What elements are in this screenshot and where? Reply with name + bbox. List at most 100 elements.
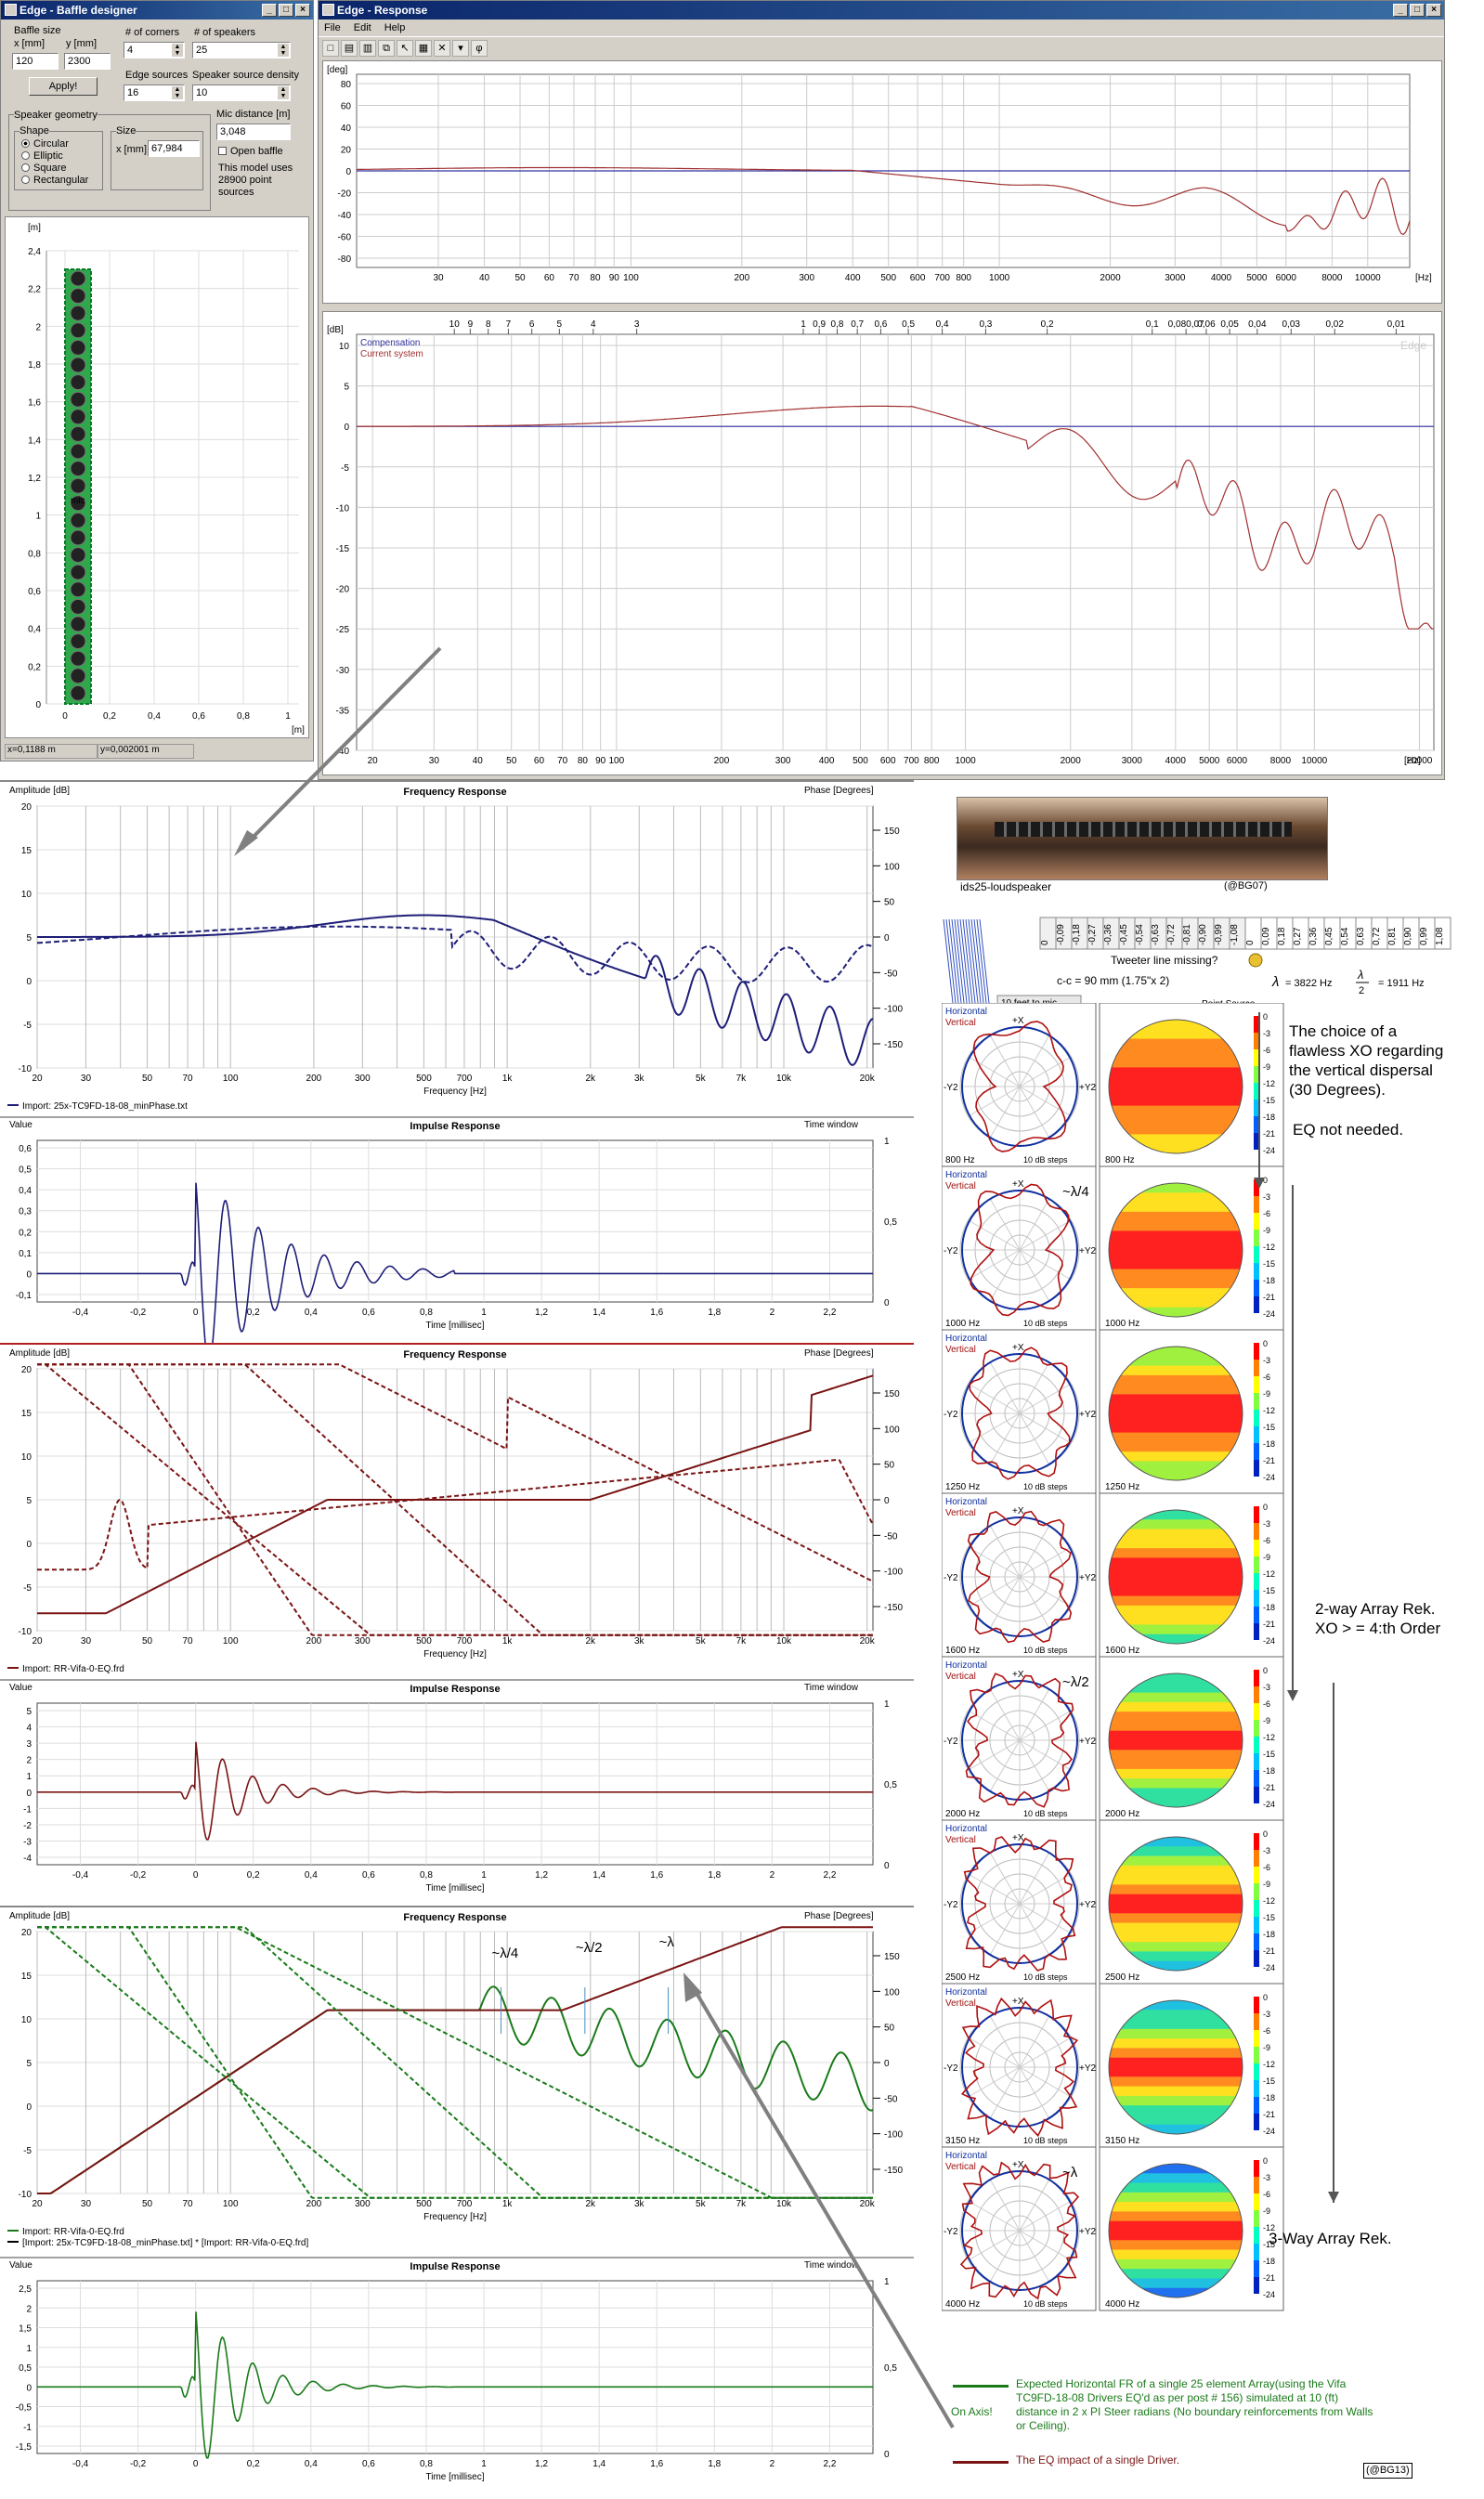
edge-sources-input[interactable]: 16 ▲ ▼ [124,85,185,101]
spinner-icon[interactable]: ▲ ▼ [172,86,183,99]
axis-y-pos-label: +Y2 [1079,1083,1097,1093]
open-baffle-checkbox[interactable]: Open baffle [218,146,283,157]
color-icon[interactable]: ▦ [415,40,432,57]
speakers-input[interactable]: 25 ▲ ▼ [192,42,291,59]
phase-axis-label: Phase [Degrees] [804,1911,874,1921]
step-label: 10 dB steps [1023,1482,1068,1491]
color-scale-segment [1254,1230,1259,1246]
scale-tick-label: -21 [1263,1456,1275,1465]
radio-rectangular[interactable]: Rectangular [21,175,88,186]
dropdown-icon[interactable]: ▾ [452,40,469,57]
arrow-head-icon [1328,2192,1339,2203]
maximize-icon[interactable]: □ [279,4,293,17]
x-tick-label: 600 [910,273,926,283]
spinner-icon[interactable]: ▲ ▼ [278,86,289,99]
scale-tick-label: -15 [1263,1096,1275,1105]
directivity-band [1109,1403,1243,1414]
vertical-polar-curve [963,1836,1076,1972]
fr-chart-title: Frequency Response [403,1912,506,1923]
x-tick-label: 20k [860,1636,876,1646]
mic-distance-input[interactable]: 3,048 [216,124,291,140]
app-icon [322,4,334,16]
table-value: -1,08 [1230,924,1240,945]
map-frequency-label: 1250 Hz [1105,1482,1139,1492]
menu-edit[interactable]: Edit [353,22,371,33]
menu-file[interactable]: File [324,22,341,33]
directivity-band [1109,1297,1243,1308]
y-tick-label: 15 [21,1409,33,1419]
minimize-icon[interactable]: _ [262,4,277,17]
directivity-band [1109,1441,1243,1452]
cursor-icon[interactable]: ↖ [397,40,413,57]
directivity-band [1109,2192,1243,2203]
spinner-icon[interactable]: ▲ ▼ [278,44,289,57]
amp-axis-label: Amplitude [dB] [9,1911,70,1921]
baffle-x-input[interactable]: 120 [12,53,59,70]
directivity-band [1109,1548,1243,1558]
wavelength-tick-label: 0,6 [874,319,887,330]
directivity-band [1109,1269,1243,1280]
x-tick-label: 30 [429,756,440,766]
phase-plot[interactable]: 80 60 40 20 0 -20 -40 -60 -80 30 40 50 60 70 80 90 100 20… [322,60,1442,304]
axis-x-label: +X [1012,1016,1024,1026]
polar-grid-spoke [1019,1249,1072,1281]
y-tick-label: 0,2 [28,662,41,672]
directivity-map [1109,1837,1243,1971]
directivity-band [1109,1712,1243,1722]
save-icon[interactable]: ▥ [359,40,376,57]
axis-x-label: +X [1012,1179,1024,1190]
x-tick-label: 1,4 [592,1870,605,1881]
color-scale-segment [1254,2114,1259,2130]
polar-grid-spoke [989,2179,1021,2232]
directivity-band [1109,1605,1243,1616]
y-tick-label: 2 [35,322,41,332]
directivity-band [1109,1461,1243,1472]
color-scale-segment [1254,1523,1259,1540]
x-tick-label: 0,6 [192,711,205,722]
directivity-map [1109,1347,1243,1480]
driver-icon [70,305,86,321]
close-icon[interactable]: × [1426,4,1441,17]
polar-grid-spoke [968,1903,1021,1934]
maximize-icon[interactable]: □ [1410,4,1425,17]
x-tick-label: 1k [502,1074,514,1084]
apply-button[interactable]: Apply! [29,77,98,96]
open-icon[interactable]: ▤ [341,40,358,57]
new-icon[interactable]: □ [322,40,339,57]
density-input[interactable]: 10 ▲ ▼ [192,85,291,101]
delete-icon[interactable]: ✕ [434,40,450,57]
radio-elliptic[interactable]: Elliptic [21,150,63,162]
radio-square[interactable]: Square [21,163,66,174]
color-scale-segment [1254,1296,1259,1313]
vertical-label: Vertical [945,1998,976,2009]
scale-tick-label: -6 [1263,1536,1270,1545]
y-tick-label: 2,4 [28,247,41,257]
minimize-icon[interactable]: _ [1393,4,1408,17]
y-tick-label: -10 [19,1064,33,1074]
spinner-icon[interactable]: ▲ ▼ [172,44,183,57]
table-value: -0,81 [1182,924,1192,945]
color-scale-segment [1254,1426,1259,1443]
axis-y-neg-label: -Y2 [944,1410,958,1420]
magnitude-plot[interactable]: 10 5 0 -5 -10 -15 -20 -25 -30 -35 -40 20 30 40 50 60 70 8… [322,311,1442,775]
baffle-plot[interactable]: 2,4 2,2 2 1,8 1,6 1,4 1,2 1 0,8 0,6 0,4 0,2 0 0 0,2 0,4… [5,216,309,738]
table-value: 0 [1040,940,1050,945]
directivity-band [1109,1759,1243,1770]
baffle-titlebar[interactable]: Edge - Baffle designer _ □ × [1,1,313,20]
y-tick-label: 0 [26,1269,32,1280]
scale-tick-label: -24 [1263,1146,1275,1155]
radio-circular[interactable]: Circular [21,138,69,150]
y-tick-label: 40 [341,124,352,134]
corners-input[interactable]: 4 ▲ ▼ [124,42,185,59]
close-icon[interactable]: × [295,4,310,17]
response-titlebar[interactable]: Edge - Response _ □ × [319,1,1444,20]
directivity-band [1109,2173,1243,2184]
phase-icon[interactable]: φ [471,40,488,57]
driver-icon [70,616,86,632]
baffle-y-input[interactable]: 2300 [64,53,111,70]
menu-help[interactable]: Help [384,22,406,33]
directivity-band [1109,1595,1243,1607]
vertical-polar-curve [972,1021,1067,1152]
copy-icon[interactable]: ⧉ [378,40,395,57]
size-x-input[interactable]: 67,984 [148,140,200,157]
